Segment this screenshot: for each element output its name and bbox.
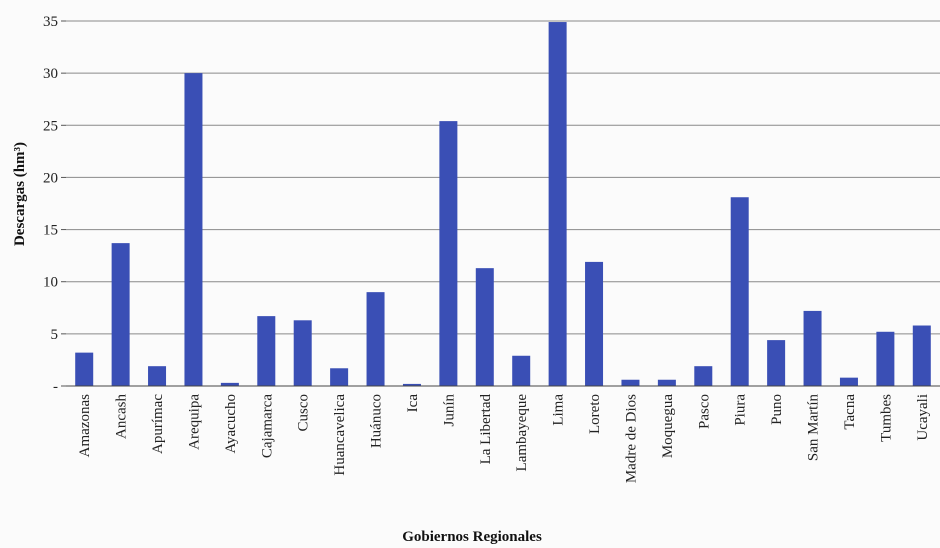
x-category-label: Ancash <box>114 394 130 439</box>
x-category-label: Huancavelica <box>332 394 348 476</box>
y-tick-label: - <box>53 379 58 395</box>
bar-puno <box>767 340 786 386</box>
x-category-label: Tacna <box>842 394 858 430</box>
bar-san-mart-n <box>803 310 822 386</box>
x-category-label: Tumbes <box>878 394 894 442</box>
x-category-label: Ucayali <box>915 394 931 441</box>
bar-moquegua <box>657 379 676 386</box>
x-category-label: Junín <box>441 394 457 427</box>
x-category-label: Puno <box>769 394 785 425</box>
bar-piura <box>730 197 749 386</box>
x-axis-category-labels: Amazonas Ancash Apurímac Arequipa Ayacucho Ca… <box>77 394 931 484</box>
x-category-label: Lima <box>551 394 567 426</box>
bar-la-libertad <box>475 268 494 386</box>
x-category-label: Arequipa <box>186 394 202 450</box>
bar-lambayeque <box>512 355 531 386</box>
bar-ancash <box>111 243 130 386</box>
y-axis-title: Descargas (hm³) <box>12 142 28 246</box>
x-category-label: Pasco <box>696 394 712 429</box>
bar-jun-n <box>439 121 458 386</box>
bar-ucayali <box>912 325 931 386</box>
bar-tacna <box>839 377 858 386</box>
y-tick-label: 10 <box>43 275 58 291</box>
y-tick-label: 20 <box>43 170 58 186</box>
bar-lima <box>548 22 567 387</box>
gridlines <box>66 20 940 335</box>
bar-tumbes <box>876 331 895 386</box>
x-category-label: Huánuco <box>369 394 385 448</box>
x-category-label: Ica <box>405 394 421 413</box>
bar-hu-nuco <box>366 292 385 386</box>
x-category-label: Lambayeque <box>514 394 530 472</box>
x-category-label: Cusco <box>296 394 312 432</box>
y-tick-label: 25 <box>43 118 58 134</box>
x-category-label: Madre de Dios <box>623 394 639 483</box>
x-category-label: Amazonas <box>77 394 93 457</box>
bar-pasco <box>694 366 713 386</box>
x-category-label: Apurímac <box>150 394 166 454</box>
bar-madre-de-dios <box>621 379 640 386</box>
x-category-label: Piura <box>733 394 749 426</box>
y-tick-label: 5 <box>51 327 59 343</box>
bar-ayacucho <box>220 382 239 386</box>
x-category-label: Loreto <box>587 394 603 434</box>
bar-arequipa <box>184 73 203 387</box>
y-tick-label: 35 <box>43 14 58 30</box>
y-tick-label: 30 <box>43 66 58 82</box>
y-tick-label: 15 <box>43 223 58 239</box>
y-axis-ticks: - 5 10 15 20 25 30 35 <box>43 14 66 395</box>
bar-loreto <box>585 261 604 386</box>
bar-ica <box>402 383 421 386</box>
x-category-label: Cajamarca <box>259 394 275 458</box>
x-category-label: La Libertad <box>478 394 494 465</box>
bar-cusco <box>293 320 312 386</box>
x-category-label: San Martín <box>806 394 822 462</box>
bars <box>75 22 931 387</box>
bar-huancavelica <box>330 368 349 386</box>
x-axis-title: Gobiernos Regionales <box>402 529 542 545</box>
bar-apur-mac <box>148 366 167 386</box>
bar-amazonas <box>75 352 94 386</box>
x-category-label: Moquegua <box>660 394 676 458</box>
x-category-label: Ayacucho <box>223 394 239 453</box>
bar-cajamarca <box>257 316 276 386</box>
